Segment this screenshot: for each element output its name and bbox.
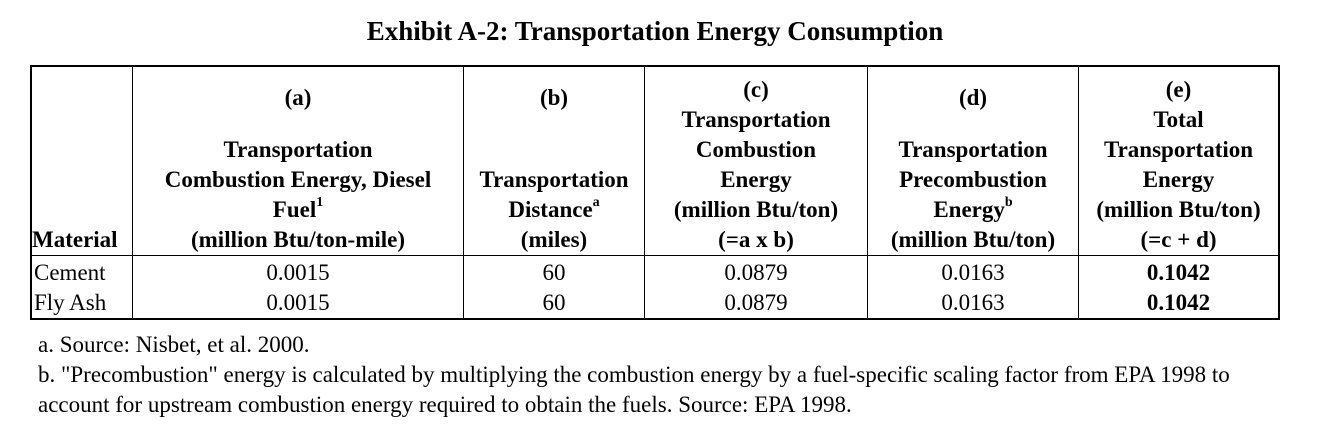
column-b-line: Distancea	[508, 195, 600, 222]
column-e-header: (e) Total Transportation Energy (million…	[1078, 66, 1280, 256]
table-body: Cement 0.0015 60 0.0879 0.0163 0.1042 Fl…	[30, 255, 1280, 319]
footnote-a: a. Source: Nisbet, et al. 2000.	[38, 332, 310, 357]
column-e-units: (million Btu/ton)	[1096, 197, 1261, 222]
column-b-header: (b) Transportation Distancea (miles)	[463, 66, 645, 256]
cell-e-total: 0.1042	[1078, 255, 1280, 288]
column-d-letter: (d)	[958, 85, 988, 110]
column-d-line: Precombustion	[899, 167, 1047, 192]
column-e-formula: (=c + d)	[1140, 227, 1217, 252]
table-row: Cement 0.0015 60 0.0879 0.0163 0.1042	[30, 255, 1280, 288]
energy-table: Material (a) Transportation Combustion E…	[30, 65, 1280, 320]
column-d-line: Energyb	[933, 195, 1013, 222]
material-cell: Fly Ash	[30, 288, 133, 319]
column-c-letter: (c)	[743, 77, 769, 102]
material-header: Material	[30, 66, 133, 256]
cell-d: 0.0163	[867, 288, 1079, 319]
column-c-line: Energy	[720, 167, 792, 192]
footnote-marker: a	[592, 195, 600, 211]
footnote-marker: b	[1004, 195, 1013, 211]
column-a-line: Fuel1	[272, 195, 324, 222]
column-a-line: Combustion Energy, Diesel	[164, 167, 432, 192]
column-d-header: (d) Transportation Precombustion Energyb…	[867, 66, 1079, 256]
exhibit-title: Exhibit A-2: Transportation Energy Consu…	[366, 16, 944, 46]
cell-b: 60	[463, 255, 645, 288]
cell-a: 0.0015	[132, 255, 464, 288]
column-e-line: Transportation	[1103, 137, 1254, 162]
column-c-line: Combustion	[695, 137, 817, 162]
column-e-line: Total	[1153, 107, 1204, 132]
column-d-units: (million Btu/ton)	[890, 227, 1056, 252]
column-c-header: (c) Transportation Combustion Energy (mi…	[644, 66, 868, 256]
column-c-units: (million Btu/ton)	[673, 197, 839, 222]
column-b-units: (miles)	[520, 227, 588, 252]
footnote-marker: 1	[316, 195, 324, 211]
cell-c: 0.0879	[644, 288, 868, 319]
table-header: Material (a) Transportation Combustion E…	[30, 66, 1280, 256]
column-a-letter: (a)	[284, 85, 312, 110]
column-a-line: Transportation	[223, 137, 373, 162]
column-c-line: Transportation	[681, 107, 831, 132]
footnote-b: b. "Precombustion" energy is calculated …	[38, 362, 1230, 417]
column-e-line: Energy	[1142, 167, 1215, 192]
column-e-letter: (e)	[1165, 77, 1192, 102]
column-b-line: Transportation	[479, 167, 629, 192]
column-a-units: (million Btu/ton-mile)	[190, 227, 406, 252]
cell-d: 0.0163	[867, 255, 1079, 288]
cell-b: 60	[463, 288, 645, 319]
cell-e-total: 0.1042	[1078, 288, 1280, 319]
cell-c: 0.0879	[644, 255, 868, 288]
column-b-letter: (b)	[539, 85, 569, 110]
footnotes: a. Source: Nisbet, et al. 2000. b. "Prec…	[38, 330, 1298, 420]
column-a-header: (a) Transportation Combustion Energy, Di…	[132, 66, 464, 256]
column-d-line: Transportation	[898, 137, 1048, 162]
table-row: Fly Ash 0.0015 60 0.0879 0.0163 0.1042	[30, 288, 1280, 319]
column-c-formula: (=a x b)	[718, 227, 794, 252]
material-cell: Cement	[30, 255, 133, 288]
cell-a: 0.0015	[132, 288, 464, 319]
